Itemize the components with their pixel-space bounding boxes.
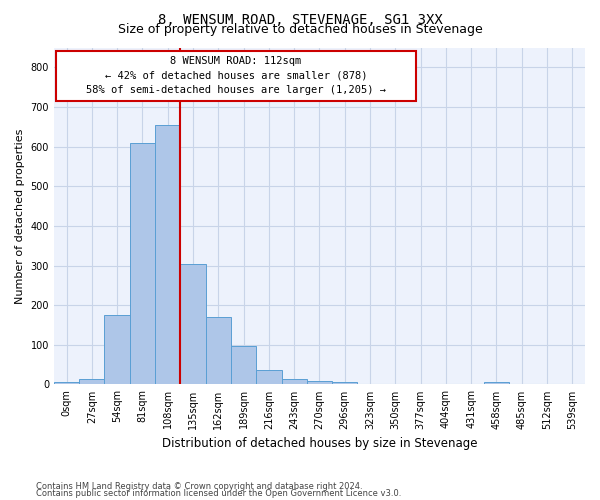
Bar <box>130 142 155 384</box>
Y-axis label: Number of detached properties: Number of detached properties <box>15 128 25 304</box>
Text: 8 WENSUM ROAD: 112sqm: 8 WENSUM ROAD: 112sqm <box>170 56 302 66</box>
Bar <box>54 382 79 384</box>
Bar <box>256 370 281 384</box>
Bar <box>231 346 256 385</box>
Bar <box>484 382 509 384</box>
Bar <box>206 317 231 384</box>
Bar <box>181 264 206 384</box>
Bar <box>281 380 307 384</box>
Bar <box>56 52 416 101</box>
Text: 8, WENSUM ROAD, STEVENAGE, SG1 3XX: 8, WENSUM ROAD, STEVENAGE, SG1 3XX <box>158 12 442 26</box>
Text: ← 42% of detached houses are smaller (878): ← 42% of detached houses are smaller (87… <box>105 70 367 81</box>
Text: 58% of semi-detached houses are larger (1,205) →: 58% of semi-detached houses are larger (… <box>86 84 386 94</box>
Bar <box>155 125 181 384</box>
Bar <box>104 315 130 384</box>
Bar <box>307 382 332 384</box>
X-axis label: Distribution of detached houses by size in Stevenage: Distribution of detached houses by size … <box>162 437 477 450</box>
Text: Contains public sector information licensed under the Open Government Licence v3: Contains public sector information licen… <box>36 489 401 498</box>
Text: Contains HM Land Registry data © Crown copyright and database right 2024.: Contains HM Land Registry data © Crown c… <box>36 482 362 491</box>
Bar <box>79 380 104 384</box>
Bar <box>332 382 358 384</box>
Text: Size of property relative to detached houses in Stevenage: Size of property relative to detached ho… <box>118 22 482 36</box>
